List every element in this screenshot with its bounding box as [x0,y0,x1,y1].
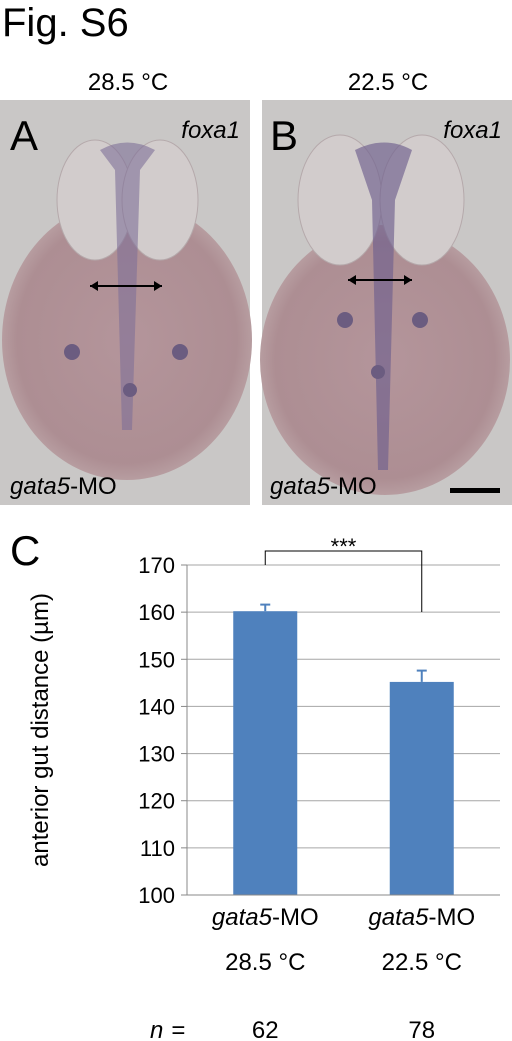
y-tick-label: 170 [138,553,175,578]
gene: gata5 [10,473,71,500]
y-tick-label: 140 [138,694,175,719]
gene: gata5 [270,473,331,500]
figure-label: Fig. S6 [2,1,129,45]
suffix: -MO [428,904,475,931]
y-tick-label: 130 [138,742,175,767]
panel-label: B [270,112,298,159]
x-tick-label: gata5-MO [212,904,319,931]
y-tick-label: 100 [138,883,175,908]
n-value: 78 [408,1017,435,1041]
y-axis-label: anterior gut distance (µm) [27,593,54,867]
gene-label: foxa1 [181,117,240,144]
y-tick-label: 110 [140,836,175,861]
micrograph [0,100,252,505]
n-label: n = [150,1017,185,1041]
gene: gata5 [368,904,429,931]
n-value: 62 [252,1017,279,1041]
x-tick-label: gata5-MO [368,904,475,931]
n-sign: = [171,1017,185,1041]
x-tick-label: 28.5 °C [225,949,305,976]
morpholino-label: gata5-MO [10,473,117,500]
morpholino-label: gata5-MO [270,473,377,500]
temperature: 22.5 °C [348,69,428,96]
y-tick-label: 150 [138,647,175,672]
suffix: -MO [70,473,117,500]
gene-label: foxa1 [443,117,502,144]
error-bar [416,669,427,682]
gene: gata5 [212,904,273,931]
significance-bracket [264,550,423,612]
panel-label: C [10,527,40,574]
bar [389,681,454,895]
micrograph [260,100,512,505]
bar [233,611,298,895]
error-bar [260,603,271,612]
n-symbol: n [150,1017,163,1041]
x-tick-label: 22.5 °C [382,949,462,976]
temperature: 28.5 °C [88,69,168,96]
y-tick-label: 160 [138,600,175,625]
y-tick-label: 120 [138,789,175,814]
significance-label: *** [331,534,357,559]
suffix: -MO [272,904,319,931]
suffix: -MO [330,473,377,500]
panel-label: A [10,112,38,159]
